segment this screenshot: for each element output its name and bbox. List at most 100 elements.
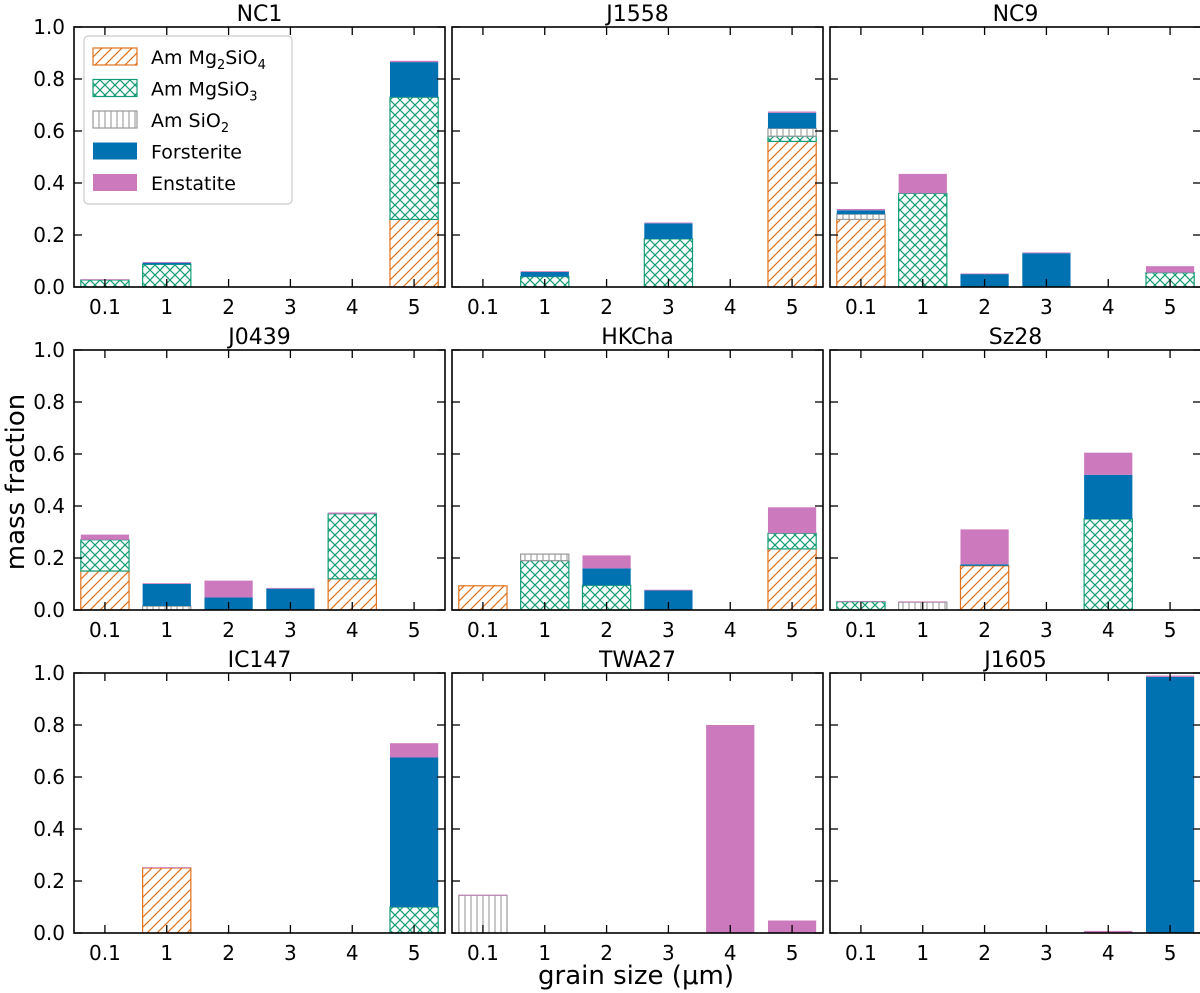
x-axis-label: grain size (μm) <box>538 961 734 991</box>
y-tick-label: 0.4 <box>33 494 65 518</box>
x-tick-label: 5 <box>408 295 421 319</box>
x-tick-label: 0.1 <box>89 941 121 965</box>
panel-grid: NC1 0.0 0.2 0.4 0.6 0.8 1.0 0.1 1 2 3 4 5 J1558 0.1 1 2 3… <box>33 2 1200 965</box>
x-tick-label: 3 <box>284 941 297 965</box>
y-tick-label: 0.2 <box>33 546 65 570</box>
bar-enstatite-2 <box>960 273 1009 275</box>
panel-sz28: Sz28 0.1 1 2 3 4 5 <box>829 325 1200 642</box>
legend-swatch-am_mgsio3 <box>92 78 138 98</box>
x-tick-label: 2 <box>978 295 991 319</box>
bar-enstatite-5 <box>389 60 439 63</box>
x-tick-label: 4 <box>346 618 359 642</box>
legend-label-enstatite: Enstatite <box>151 173 236 195</box>
x-tick-label: 2 <box>600 618 613 642</box>
panel-title: Sz28 <box>989 325 1043 350</box>
legend-label-am_mgsio3: Am MgSiO3 <box>151 79 258 105</box>
x-tick-label: 1 <box>916 295 929 319</box>
x-tick-label: 3 <box>1040 618 1053 642</box>
y-tick-label: 0.4 <box>33 171 65 195</box>
x-tick-label: 4 <box>1102 295 1115 319</box>
legend-swatch-am_mg2sio4 <box>92 47 138 66</box>
bar-enstatite-4 <box>706 725 755 933</box>
x-tick-label: 4 <box>346 295 359 319</box>
x-tick-label: 1 <box>160 295 173 319</box>
panel-frame <box>451 26 824 288</box>
x-tick-label: 5 <box>1164 941 1177 965</box>
panel-frame <box>73 26 446 288</box>
y-tick-label: 0.8 <box>33 390 65 414</box>
panel-j1605: J1605 0.1 1 2 3 4 5 <box>829 648 1200 965</box>
x-tick-label: 3 <box>1040 941 1053 965</box>
bar-am_sio2-5 <box>767 127 817 137</box>
x-tick-label: 4 <box>1102 941 1115 965</box>
y-tick-label: 0.4 <box>33 817 65 841</box>
bar-forsterite-1 <box>142 584 191 607</box>
bar-am_sio2-0.1 <box>836 213 886 220</box>
bar-am_mg2sio4-0.1 <box>836 218 886 288</box>
panel-title: TWA27 <box>598 648 676 673</box>
y-axis-label: mass fraction <box>1 394 31 571</box>
y-tick-label: 0.6 <box>33 119 65 143</box>
panel-title: J0439 <box>226 325 290 350</box>
y-tick-label: 0.8 <box>33 67 65 91</box>
bar-enstatite-1 <box>898 601 947 603</box>
bar-forsterite-0.1 <box>836 210 886 215</box>
bar-am_mgsio3-5 <box>767 135 817 142</box>
x-tick-label: 2 <box>222 295 235 319</box>
legend-swatch-am_sio2 <box>92 110 138 129</box>
x-tick-label: 1 <box>916 941 929 965</box>
panel-ic147: IC147 0.0 0.2 0.4 0.6 0.8 1.0 0.1 1 2 3 4 5 <box>33 648 446 965</box>
bar-enstatite-3 <box>644 222 693 224</box>
panel-hkcha: HKCha 0.1 1 2 3 4 5 <box>451 325 824 642</box>
bar-forsterite-2 <box>582 568 631 586</box>
x-tick-label: 2 <box>600 295 613 319</box>
x-tick-label: 0.1 <box>467 295 499 319</box>
bar-am_sio2-1 <box>520 553 570 562</box>
x-tick-label: 5 <box>786 295 799 319</box>
y-tick-label: 1.0 <box>33 15 65 39</box>
bar-forsterite-3 <box>644 590 693 610</box>
bar-enstatite-4 <box>1084 452 1133 475</box>
bar-enstatite-1 <box>520 271 569 272</box>
x-tick-label: 0.1 <box>845 941 877 965</box>
bar-forsterite-4 <box>1084 474 1133 519</box>
y-tick-label: 1.0 <box>33 338 65 362</box>
x-tick-label: 0.1 <box>467 941 499 965</box>
y-tick-label: 0.0 <box>33 921 65 945</box>
bar-enstatite-1 <box>142 867 191 869</box>
panel-title: IC147 <box>228 648 292 673</box>
bar-forsterite-5 <box>389 62 439 98</box>
x-tick-label: 2 <box>600 941 613 965</box>
x-tick-label: 4 <box>1102 618 1115 642</box>
y-tick-label: 0.2 <box>33 223 65 247</box>
panel-title: HKCha <box>601 325 674 350</box>
bar-am_mgsio3-0.1 <box>80 539 130 572</box>
x-tick-label: 1 <box>538 941 551 965</box>
x-tick-label: 2 <box>222 618 235 642</box>
bar-forsterite-5 <box>767 112 817 129</box>
panel-frame <box>73 349 446 611</box>
x-tick-label: 3 <box>1040 295 1053 319</box>
x-tick-label: 1 <box>916 618 929 642</box>
bar-am_mgsio3-5 <box>767 532 817 550</box>
x-tick-label: 2 <box>222 941 235 965</box>
bar-am_mg2sio4-5 <box>767 548 817 611</box>
bar-forsterite-5 <box>389 757 439 907</box>
bar-enstatite-2 <box>960 529 1009 565</box>
panel-title: J1605 <box>982 648 1046 673</box>
x-tick-label: 4 <box>346 941 359 965</box>
x-tick-label: 3 <box>284 295 297 319</box>
x-tick-label: 4 <box>724 618 737 642</box>
x-tick-label: 0.1 <box>89 618 121 642</box>
x-tick-label: 1 <box>538 618 551 642</box>
bar-enstatite-0.1 <box>80 534 130 540</box>
x-tick-label: 5 <box>1164 618 1177 642</box>
bar-forsterite-2 <box>960 564 1009 566</box>
x-tick-label: 4 <box>724 941 737 965</box>
bar-am_mgsio3-3 <box>643 238 694 288</box>
panel-frame <box>829 349 1200 611</box>
bar-enstatite-3 <box>644 589 693 591</box>
x-tick-label: 0.1 <box>845 618 877 642</box>
panel-j0439: J0439 0.0 0.2 0.4 0.6 0.8 1.0 0.1 1 2 3 4 5 <box>33 325 446 642</box>
